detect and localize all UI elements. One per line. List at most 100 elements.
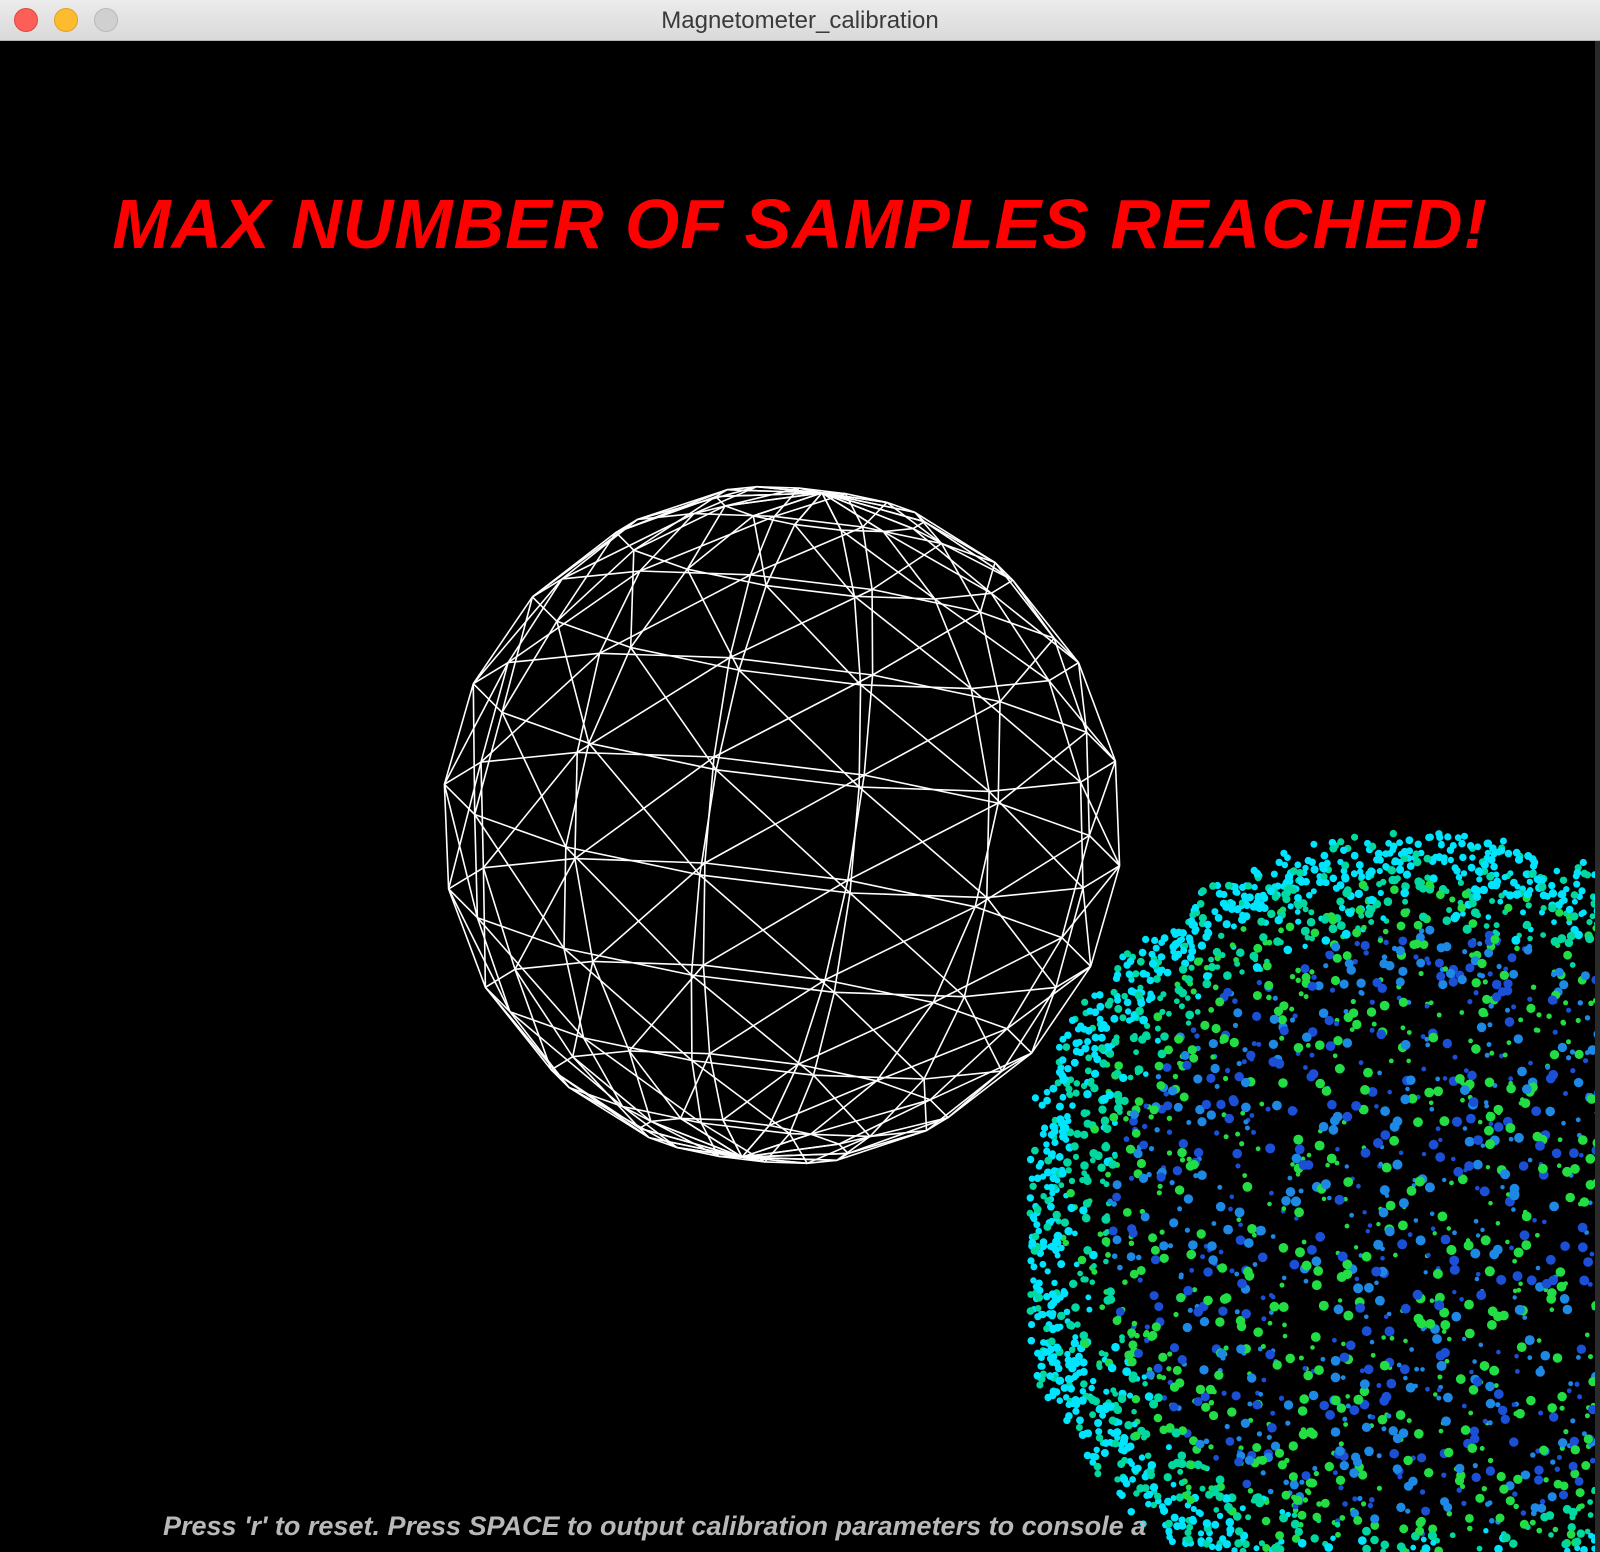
sample-point bbox=[1247, 1224, 1257, 1234]
wireframe-edge bbox=[963, 897, 988, 997]
sample-point bbox=[1437, 1374, 1443, 1380]
sample-point bbox=[1478, 1342, 1484, 1348]
sample-point bbox=[1165, 1423, 1175, 1432]
sample-point bbox=[1069, 1279, 1078, 1288]
sample-point bbox=[1131, 1395, 1141, 1404]
sample-point bbox=[1059, 1076, 1068, 1084]
sample-point bbox=[1452, 1054, 1458, 1060]
sample-point bbox=[1335, 1531, 1341, 1538]
sample-point bbox=[1358, 989, 1364, 996]
sample-point bbox=[1037, 1362, 1045, 1370]
sample-point bbox=[1341, 861, 1350, 870]
sample-point bbox=[1124, 1008, 1132, 1015]
sample-point bbox=[1229, 1194, 1235, 1200]
sample-point bbox=[1539, 1445, 1549, 1455]
sample-point bbox=[1099, 1059, 1108, 1068]
sample-point bbox=[1398, 936, 1408, 946]
sample-point bbox=[1138, 1173, 1149, 1183]
sample-point bbox=[1242, 1173, 1248, 1178]
sample-point bbox=[1097, 1033, 1106, 1042]
sample-point bbox=[1449, 1264, 1460, 1275]
sample-point bbox=[1452, 1230, 1457, 1235]
sample-point bbox=[1390, 885, 1399, 894]
sample-point bbox=[1506, 1040, 1512, 1046]
sample-point bbox=[1415, 1526, 1424, 1536]
wireframe-edge bbox=[708, 1053, 724, 1120]
sample-point bbox=[1475, 1493, 1485, 1503]
sample-point bbox=[1173, 1311, 1179, 1318]
sample-point bbox=[1518, 1017, 1524, 1023]
sample-point bbox=[1320, 1356, 1326, 1362]
sample-point bbox=[1511, 1004, 1517, 1010]
sample-point bbox=[1378, 1207, 1389, 1218]
sample-point bbox=[1283, 1479, 1289, 1486]
sample-point bbox=[1295, 977, 1301, 983]
sample-point bbox=[1171, 1428, 1181, 1438]
sample-point bbox=[1160, 1375, 1167, 1381]
sample-point bbox=[1306, 892, 1313, 899]
minimize-window-button[interactable] bbox=[54, 8, 78, 32]
sample-point bbox=[1124, 1421, 1133, 1430]
sample-point bbox=[1201, 1402, 1211, 1412]
sample-point bbox=[1424, 1087, 1435, 1098]
sample-point bbox=[1349, 1405, 1360, 1416]
sample-point bbox=[1260, 904, 1269, 912]
zoom-window-button[interactable] bbox=[94, 8, 118, 32]
sample-point bbox=[1514, 1304, 1525, 1315]
wireframe-edge bbox=[756, 485, 823, 494]
sample-point bbox=[1375, 1295, 1385, 1306]
sample-point bbox=[1159, 1241, 1169, 1251]
sample-point bbox=[1098, 1105, 1107, 1114]
sample-point bbox=[1242, 1182, 1253, 1192]
sample-point bbox=[1135, 1006, 1144, 1016]
close-window-button[interactable] bbox=[14, 8, 38, 32]
sample-point bbox=[1392, 1464, 1402, 1474]
sample-point bbox=[1540, 905, 1547, 912]
sample-point bbox=[1269, 1190, 1274, 1196]
wireframe-edge bbox=[812, 992, 836, 1076]
sample-point bbox=[1117, 1460, 1126, 1468]
wireframe-edge bbox=[718, 1155, 765, 1163]
sample-point bbox=[1474, 843, 1482, 851]
sample-point bbox=[1337, 1298, 1343, 1303]
sample-point bbox=[1338, 1441, 1344, 1447]
sample-point bbox=[1102, 1124, 1112, 1133]
sample-point bbox=[1443, 1392, 1453, 1403]
sample-point bbox=[1373, 1138, 1383, 1148]
sample-point bbox=[1035, 1293, 1044, 1302]
sample-point bbox=[1462, 924, 1472, 934]
sample-point bbox=[1225, 1067, 1231, 1074]
3d-viewport[interactable]: MAX NUMBER OF SAMPLES REACHED! Press 'r'… bbox=[0, 41, 1600, 1552]
sample-point bbox=[1167, 1351, 1173, 1357]
sample-point bbox=[1464, 1161, 1474, 1171]
sample-point bbox=[1154, 1127, 1160, 1133]
sample-point bbox=[1232, 1148, 1242, 1159]
wireframe-edge bbox=[703, 964, 826, 981]
sample-point bbox=[1131, 1320, 1138, 1327]
sample-point bbox=[1079, 1358, 1088, 1367]
wireframe-edge bbox=[844, 493, 864, 528]
sample-point bbox=[1570, 1418, 1576, 1424]
sample-point bbox=[1278, 1538, 1285, 1545]
sample-point bbox=[1338, 1485, 1344, 1491]
wireframe-edge bbox=[876, 1002, 934, 1082]
sample-point bbox=[1146, 1370, 1155, 1379]
title-bar[interactable]: Magnetometer_calibration bbox=[0, 0, 1600, 41]
sample-point bbox=[1170, 1495, 1177, 1501]
sample-point bbox=[1059, 1035, 1067, 1043]
wireframe-edge bbox=[860, 684, 990, 793]
sample-point bbox=[1136, 957, 1145, 966]
sample-point bbox=[1082, 1199, 1092, 1208]
sample-point bbox=[1078, 1430, 1087, 1439]
sample-point bbox=[1229, 1097, 1239, 1107]
sample-point bbox=[1508, 1076, 1514, 1082]
wireframe-edge bbox=[738, 585, 767, 671]
sample-point bbox=[1288, 1441, 1299, 1451]
wireframe-edge bbox=[639, 515, 775, 572]
sample-point bbox=[1063, 1308, 1071, 1316]
sample-point bbox=[1330, 1372, 1341, 1383]
wireframe-edge bbox=[753, 515, 795, 526]
sample-point bbox=[1569, 962, 1576, 968]
sample-point bbox=[1236, 1344, 1246, 1354]
sample-point bbox=[1424, 874, 1431, 881]
